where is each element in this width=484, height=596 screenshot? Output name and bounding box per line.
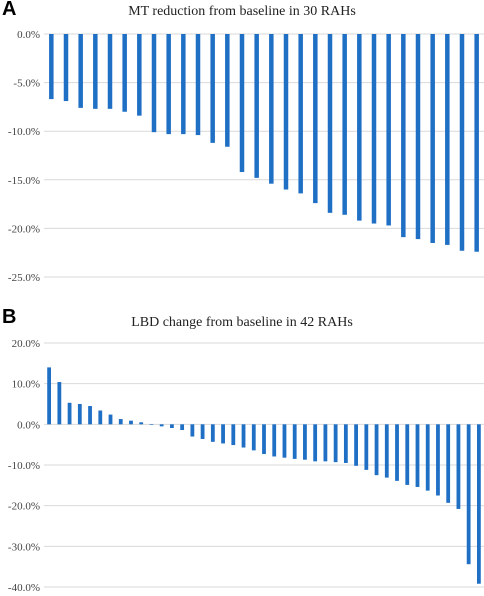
chart-b-ytick-label: -40.0% [8,582,40,591]
chart-b-ytick-label: -10.0% [8,460,40,472]
chart-b-bar-33 [374,424,379,476]
chart-a-ytick-label: 0.0% [17,29,40,41]
chart-b-title: LBD change from baseline in 42 RAHs [131,315,353,330]
chart-a-bar-1 [49,34,54,100]
chart-b-bar-5 [88,406,92,425]
chart-a-bar-6 [122,34,127,112]
chart-a-bar-15 [254,34,259,178]
chart-a-bar-26 [415,34,421,240]
chart-b-bar-39 [436,424,440,496]
chart-b-bar-9 [129,420,133,425]
chart-b-bar-10 [139,422,144,425]
chart-b-bar-22 [262,424,266,455]
chart-b-bar-23 [272,424,277,457]
chart-b-bar-12 [159,424,164,427]
chart-b-bar-11 [149,424,154,425]
chart-b-bar-28 [323,424,328,462]
panel-a: A MT reduction from baseline in 30 RAHs 0… [0,0,484,296]
chart-a-bar-25 [401,34,406,238]
chart-a-bar-2 [63,34,69,102]
chart-b-ytick-label: 20.0% [12,338,40,350]
chart-b-bar-38 [425,424,430,491]
chart-b-bar-6 [98,410,103,425]
chart-a-ytick-label: -10.0% [8,126,40,138]
panel-b: B LBD change from baseline in 42 RAHs 20.… [0,296,484,594]
chart-a-bar-7 [137,34,142,116]
chart-b-bar-43 [476,424,481,584]
chart-a-bar-9 [166,34,171,135]
chart-a-bar-13 [225,34,230,147]
chart-b-bar-7 [108,414,113,425]
chart-a-bar-28 [445,34,450,245]
chart-a-title: MT reduction from baseline in 30 RAHs [128,4,356,19]
chart-b-bar-32 [364,424,369,470]
chart-a-bar-24 [386,34,391,226]
chart-b-bar-1 [47,367,52,425]
chart-b-bar-30 [343,424,348,463]
chart-b-bar-25 [292,424,297,459]
chart-a-bar-20 [327,34,333,213]
chart-a-bar-17 [283,34,289,190]
chart-b-bar-31 [354,424,358,466]
chart-a-bar-29 [459,34,465,251]
chart-b-bar-35 [395,424,399,481]
panel-letter-b: B [2,306,17,328]
chart-a-bar-14 [239,34,245,173]
chart-b-ytick-label: 0.0% [17,419,40,431]
chart-b-bar-36 [405,424,410,485]
chart-b-bar-17 [210,424,215,442]
chart-a-mt-reduction: MT reduction from baseline in 30 RAHs 0.0… [8,4,484,284]
chart-b-bar-21 [251,424,256,451]
chart-a-bar-12 [210,34,215,143]
chart-a-ytick-label: -20.0% [8,223,40,235]
chart-b-bar-13 [170,424,174,428]
chart-b-bar-15 [190,424,195,437]
chart-b-bar-20 [241,424,246,448]
chart-a-bar-11 [195,34,201,136]
chart-a-bar-18 [298,34,303,194]
chart-b-bar-40 [446,424,451,503]
chart-a-bar-21 [342,34,347,215]
chart-b-bar-42 [466,424,471,565]
chart-a-bar-5 [107,34,113,109]
chart-b-ytick-label: 10.0% [12,379,40,391]
chart-a-bar-27 [430,34,435,243]
chart-b-bar-4 [77,404,82,425]
chart-b-bar-27 [313,424,318,462]
chart-a-bar-3 [78,34,83,108]
chart-a-bar-19 [313,34,318,204]
chart-b-bar-41 [456,424,461,509]
panel-letter-a: A [2,0,17,20]
chart-b-lbd-change: LBD change from baseline in 42 RAHs 20.0%… [8,315,484,594]
chart-b-bar-8 [118,419,123,425]
chart-a-ytick-label: -5.0% [13,78,40,90]
chart-a-bar-10 [181,34,186,135]
chart-b-ytick-label: -30.0% [8,541,40,553]
chart-b-bar-3 [67,402,72,425]
chart-b-bar-29 [333,424,338,463]
chart-b-bar-26 [303,424,307,460]
chart-b-bar-37 [415,424,420,487]
chart-b-bar-14 [180,424,185,431]
chart-a-bar-8 [151,34,157,133]
chart-b-bar-24 [282,424,287,458]
chart-a-ytick-label: -25.0% [8,272,40,284]
chart-a-bar-16 [269,34,274,184]
chart-b-bar-2 [57,382,62,425]
chart-a-bar-22 [357,34,362,221]
chart-b-bar-18 [221,424,225,444]
chart-a-bar-4 [93,34,98,109]
chart-b-ytick-label: -20.0% [8,501,40,513]
chart-b-bar-19 [231,424,236,446]
chart-a-bar-30 [474,34,479,252]
chart-a-bar-23 [371,34,377,224]
chart-b-bar-16 [200,424,205,439]
chart-a-ytick-label: -15.0% [8,175,40,187]
chart-b-bar-34 [384,424,389,478]
